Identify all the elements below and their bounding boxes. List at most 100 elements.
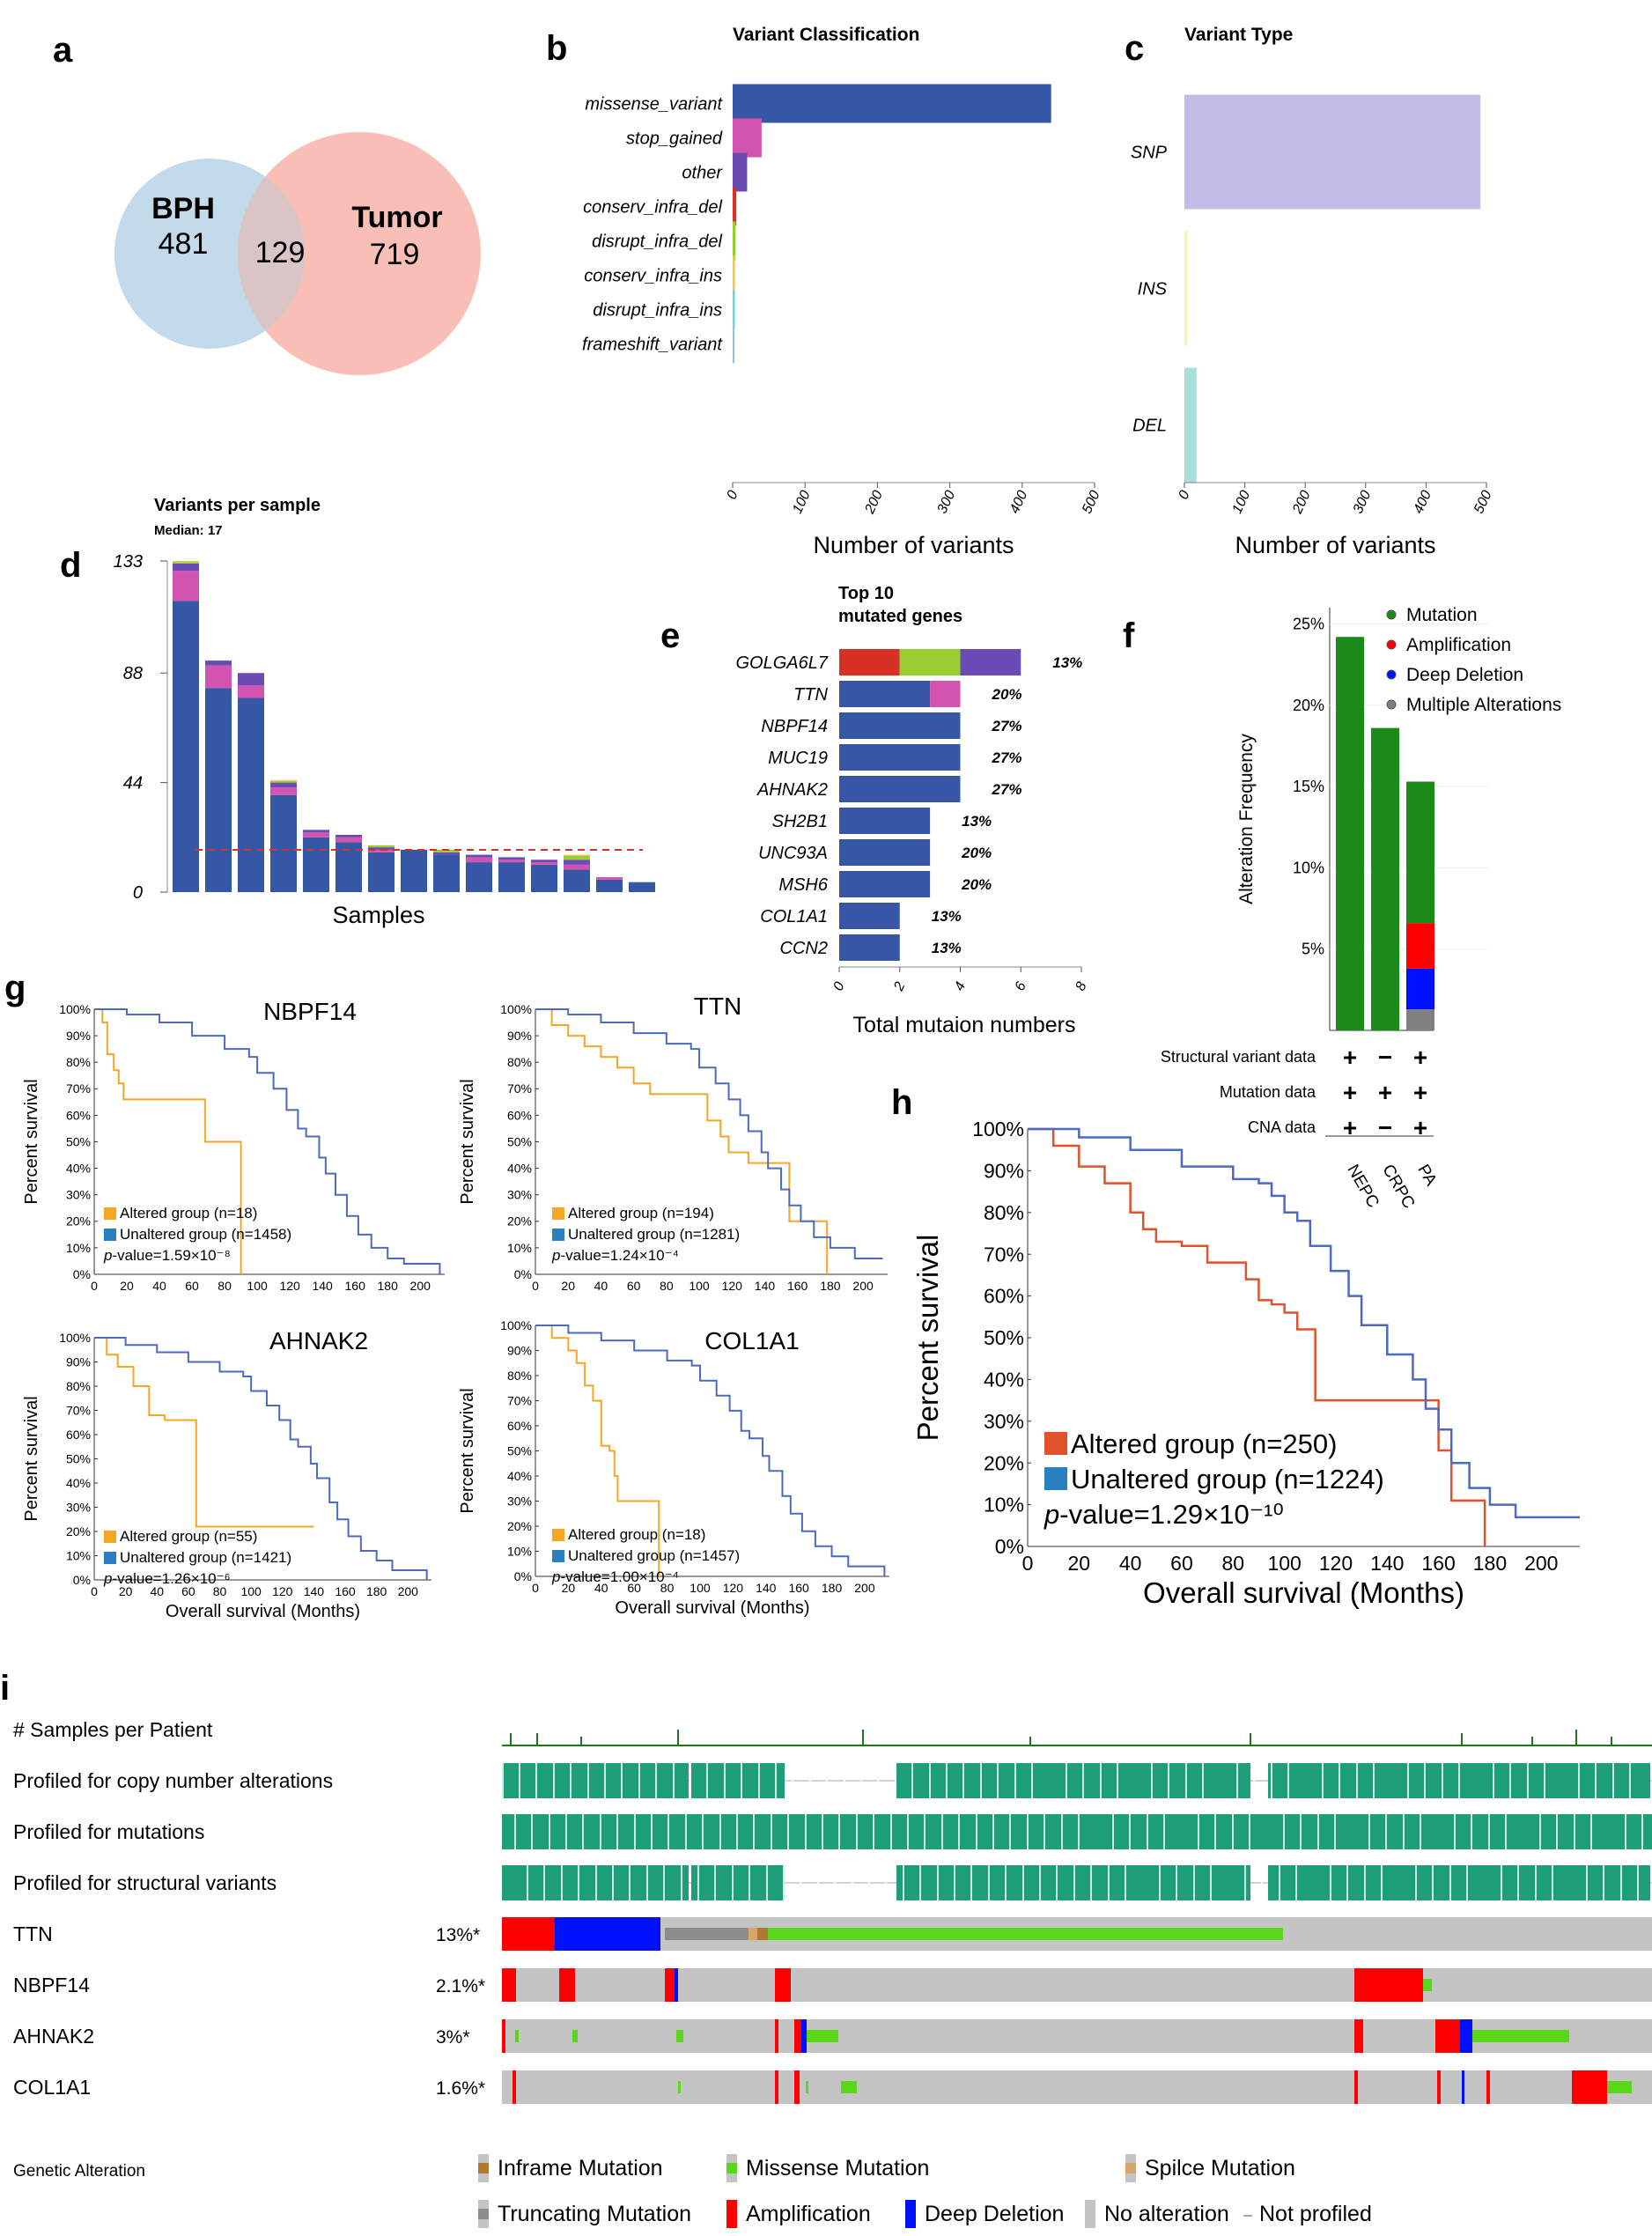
legend-dot [1386, 699, 1397, 710]
x-tick-label: 160 [1421, 1552, 1455, 1575]
profiled-stripe [1466, 1865, 1468, 1900]
y-tick-label: 70% [66, 1081, 91, 1096]
y-tick-label: 100% [972, 1118, 1024, 1140]
y-tick-label: 80% [66, 1379, 91, 1393]
alteration-mark [502, 2019, 505, 2053]
gene-row-bg [502, 2070, 1652, 2104]
profiled-stripe [1501, 1865, 1502, 1900]
category-label: conserv_infra_del [583, 198, 722, 218]
x-axis-label: Number of variants [813, 532, 1014, 558]
bar-CRPC-Mutation [1371, 727, 1399, 1030]
profiled-stripe [856, 1814, 858, 1849]
x-tick-label: 20 [561, 1279, 575, 1293]
profiled-stripe [1544, 1763, 1545, 1798]
y-tick-label: 60% [507, 1419, 532, 1433]
bar-segment-green [270, 780, 297, 783]
panel-label-a: a [53, 31, 73, 70]
x-tick-label: 200 [854, 1581, 875, 1595]
variants-per-sample-chart: Variants per sample Median: 17 0 44 88 133 Sam… [114, 496, 655, 928]
alteration-mark [1354, 2019, 1363, 2053]
profiled-stripe [732, 1865, 734, 1900]
row-label: Structural variant data [1161, 1048, 1316, 1066]
gene-label: AHNAK2 [13, 2025, 94, 2048]
y-tick-label: 70% [66, 1403, 91, 1417]
x-tick-label: 180 [822, 1581, 843, 1595]
row-mark: − [1378, 1044, 1392, 1071]
profiled-stripe [582, 1814, 584, 1849]
category-label: DEL [1132, 417, 1167, 436]
bar-SNP [1184, 94, 1481, 210]
profiled-stripe [1287, 1763, 1289, 1798]
bar-segment-missense [270, 794, 297, 892]
bar-segment-green [173, 562, 199, 564]
profiled-stripe [1031, 1763, 1033, 1798]
alteration-mark [775, 2019, 778, 2053]
profiled-stripe [1022, 1865, 1024, 1900]
row-mark: + [1343, 1079, 1357, 1106]
profiled-block [1268, 1865, 1650, 1900]
profiled-stripe [800, 1865, 801, 1900]
row-label: Mutation data [1220, 1083, 1316, 1101]
profiled-stripe [1471, 1814, 1472, 1849]
x-tick-label: 40 [594, 1581, 608, 1595]
y-tick-label: 44 [123, 774, 143, 793]
x-tick-label: 20 [119, 1584, 133, 1598]
x-tick-label: 6 [1013, 979, 1029, 993]
x-tick-label: 100 [790, 488, 814, 515]
profiled-stripe [1637, 1865, 1639, 1900]
profiled-stripe [958, 1814, 960, 1849]
legend-label: Spilce Mutation [1145, 2156, 1295, 2181]
y-tick-label: 60% [66, 1108, 91, 1122]
bar-segment-other [205, 660, 232, 666]
bar-segment-green [564, 856, 590, 860]
bar-segment-stop [596, 877, 623, 880]
bar-segment-yellow [564, 854, 590, 857]
category-label: INS [1138, 280, 1168, 299]
x-tick-label: 140 [304, 1584, 325, 1598]
profiled-stripe [1090, 1865, 1092, 1900]
bar-segment-stop [270, 787, 297, 795]
profiled-stripe [612, 1865, 614, 1900]
km-plot-ttn: 0% 10% 20% 30% 40% 50% 60% 70% 80% 90% 100% 0 20 40 60… [458, 993, 888, 1293]
bar-segment-stop [531, 862, 557, 865]
profiled-stripe [1151, 1763, 1153, 1798]
profiled-stripe [1442, 1763, 1443, 1798]
alteration-mark [1607, 2081, 1632, 2093]
y-tick-label: 5% [1302, 941, 1324, 958]
bar-segment-green [368, 845, 395, 848]
profiled-stripe [1629, 1763, 1631, 1798]
legend-label: Deep Deletion [1406, 665, 1523, 685]
x-tick-label: 100 [689, 1279, 710, 1293]
venn-label-tumor: Tumor [351, 201, 442, 234]
x-tick-label: 200 [862, 488, 886, 516]
profiled-stripe [1322, 1763, 1324, 1798]
bar-other [733, 152, 748, 192]
profiled-stripe [775, 1763, 777, 1798]
gene-label: UNC93A [758, 844, 828, 863]
y-tick-label: 80% [507, 1055, 532, 1069]
profiled-stripe [1432, 1865, 1434, 1900]
x-tick-label: 60 [181, 1584, 195, 1598]
chart-title-line2: mutated genes [838, 607, 962, 626]
profiled-stripe [1214, 1814, 1216, 1849]
profiled-stripe [903, 1865, 904, 1900]
profiled-stripe [616, 1814, 618, 1849]
profiled-stripe [1210, 1865, 1212, 1900]
y-axis-label: Alteration Frequency [1236, 734, 1257, 904]
y-tick-label: 100% [500, 1002, 532, 1016]
profiled-stripe [992, 1814, 994, 1849]
x-tick-label: 500 [1471, 488, 1495, 515]
legend-dot [1386, 609, 1397, 620]
profiled-stripe [578, 1865, 579, 1900]
profiled-stripe [514, 1814, 516, 1849]
bar-segment-missense [368, 852, 395, 892]
x-tick-label: 160 [345, 1279, 366, 1293]
legend-swatch [1125, 2163, 1136, 2173]
panel-label-e: e [660, 616, 680, 655]
profiled-stripe [749, 1865, 750, 1900]
legend-label: Not profiled [1259, 2202, 1372, 2226]
y-tick-label: 10% [66, 1241, 91, 1255]
gene-label: COL1A1 [13, 2076, 91, 2099]
x-tick-label: 140 [312, 1279, 333, 1293]
profiled-stripe [1039, 1865, 1041, 1900]
